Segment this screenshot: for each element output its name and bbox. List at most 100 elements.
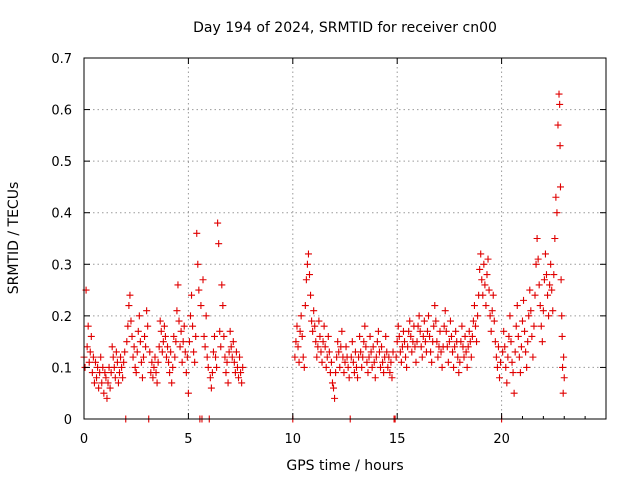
- data-point: [331, 394, 339, 402]
- data-point: [418, 353, 426, 361]
- data-point: [512, 322, 520, 330]
- y-tick-labels: 0 0.1 0.2 0.3 0.4 0.5 0.6 0.7: [51, 52, 72, 428]
- data-point: [216, 327, 224, 335]
- data-point: [411, 343, 419, 351]
- data-point: [325, 348, 333, 356]
- data-point: [185, 338, 193, 346]
- data-point: [130, 343, 138, 351]
- data-point: [106, 384, 114, 392]
- data-point: [473, 338, 481, 346]
- data-point: [189, 322, 197, 330]
- data-point: [89, 353, 97, 361]
- data-point: [464, 343, 472, 351]
- data-point: [416, 327, 424, 335]
- data-point: [180, 322, 188, 330]
- data-point: [222, 369, 230, 377]
- data-point: [207, 384, 215, 392]
- data-point: [157, 327, 165, 335]
- plot-frame: [83, 57, 607, 420]
- data-point: [449, 348, 457, 356]
- data-point: [405, 327, 413, 335]
- data-point: [172, 338, 180, 346]
- data-point: [452, 327, 460, 335]
- data-point: [502, 363, 510, 371]
- data-point: [162, 353, 170, 361]
- data-point: [338, 327, 346, 335]
- data-point: [117, 353, 125, 361]
- data-point: [423, 327, 431, 335]
- data-point: [484, 255, 492, 263]
- data-point: [467, 353, 475, 361]
- data-point: [319, 338, 327, 346]
- data-point: [111, 374, 119, 382]
- y-tick-label: 0.6: [51, 104, 72, 119]
- data-point: [119, 374, 127, 382]
- data-point: [291, 353, 299, 361]
- data-point: [311, 322, 319, 330]
- data-point: [175, 317, 183, 325]
- data-point: [173, 307, 181, 315]
- data-point: [490, 317, 498, 325]
- data-point: [461, 332, 469, 340]
- data-point: [403, 363, 411, 371]
- data-point: [358, 363, 366, 371]
- data-point: [128, 332, 136, 340]
- data-point: [371, 374, 379, 382]
- data-point: [362, 343, 370, 351]
- data-point: [302, 276, 310, 284]
- data-point: [199, 276, 207, 284]
- data-point: [103, 394, 111, 402]
- data-point: [476, 265, 484, 273]
- data-point: [485, 286, 493, 294]
- data-point: [486, 312, 494, 320]
- data-point: [171, 353, 179, 361]
- data-point: [124, 322, 132, 330]
- data-point: [528, 332, 536, 340]
- data-point: [369, 343, 377, 351]
- data-point: [138, 374, 146, 382]
- data-point: [176, 343, 184, 351]
- data-point: [521, 327, 529, 335]
- data-point: [551, 235, 559, 242]
- data-point: [450, 363, 458, 371]
- chart-title: Day 194 of 2024, SRMTID for receiver cn0…: [193, 20, 497, 36]
- data-point: [501, 343, 509, 351]
- data-point: [427, 348, 435, 356]
- data-point: [363, 358, 371, 366]
- data-point: [108, 343, 116, 351]
- data-point: [310, 307, 318, 315]
- y-tick-label: 0.2: [51, 310, 72, 325]
- data-point: [237, 369, 245, 377]
- data-point: [527, 307, 535, 315]
- data-point: [110, 363, 118, 371]
- data-point: [454, 353, 462, 361]
- data-point: [309, 327, 317, 335]
- data-point: [401, 338, 409, 346]
- data-point: [506, 312, 514, 320]
- data-point: [523, 363, 531, 371]
- data-point: [444, 358, 452, 366]
- data-point: [121, 348, 129, 356]
- data-point: [505, 332, 513, 340]
- data-point: [349, 358, 357, 366]
- data-point: [95, 384, 103, 392]
- data-point: [376, 363, 384, 371]
- data-point: [167, 348, 175, 356]
- data-point: [436, 327, 444, 335]
- data-point: [164, 343, 172, 351]
- data-point: [397, 358, 405, 366]
- data-point: [90, 379, 98, 387]
- data-point: [420, 317, 428, 325]
- data-point: [545, 312, 553, 320]
- x-tick-label: 0: [80, 432, 88, 447]
- data-point: [158, 348, 166, 356]
- data-point: [141, 332, 149, 340]
- data-point: [192, 332, 200, 340]
- data-point: [334, 338, 342, 346]
- data-point: [238, 379, 246, 387]
- data-point: [378, 343, 386, 351]
- data-point: [202, 312, 210, 320]
- data-point: [118, 363, 126, 371]
- data-point: [540, 276, 548, 284]
- data-point: [120, 358, 128, 366]
